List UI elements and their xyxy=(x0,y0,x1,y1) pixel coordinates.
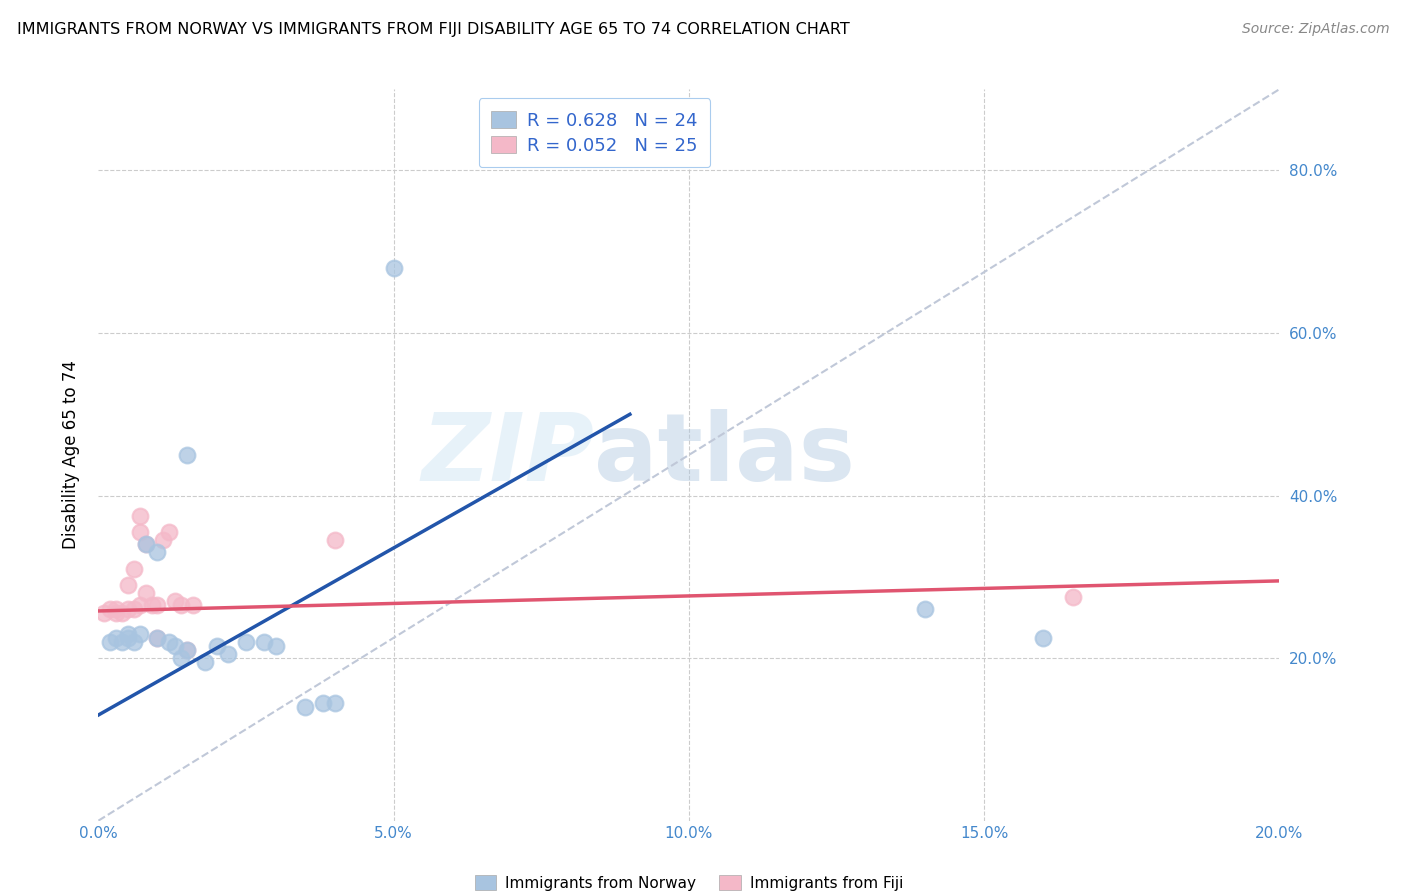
Point xyxy=(117,578,139,592)
Point xyxy=(117,602,139,616)
Point xyxy=(146,631,169,645)
Point xyxy=(128,599,150,613)
Point xyxy=(135,537,157,551)
Text: ZIP: ZIP xyxy=(422,409,595,501)
Point xyxy=(170,651,193,665)
Legend: Immigrants from Norway, Immigrants from Fiji: Immigrants from Norway, Immigrants from … xyxy=(468,870,910,892)
Point xyxy=(105,602,128,616)
Point xyxy=(122,562,145,576)
Point xyxy=(165,594,187,608)
Point xyxy=(914,602,936,616)
Point xyxy=(323,533,346,548)
Point xyxy=(122,635,145,649)
Point xyxy=(176,643,198,657)
Point xyxy=(294,699,316,714)
Text: IMMIGRANTS FROM NORWAY VS IMMIGRANTS FROM FIJI DISABILITY AGE 65 TO 74 CORRELATI: IMMIGRANTS FROM NORWAY VS IMMIGRANTS FRO… xyxy=(17,22,849,37)
Point xyxy=(205,639,228,653)
Point xyxy=(141,599,163,613)
Point xyxy=(105,607,128,621)
Text: Source: ZipAtlas.com: Source: ZipAtlas.com xyxy=(1241,22,1389,37)
Point xyxy=(98,602,121,616)
Point xyxy=(117,626,139,640)
Point xyxy=(382,260,405,275)
Point xyxy=(157,525,180,540)
Point xyxy=(105,631,128,645)
Point xyxy=(253,635,276,649)
Point xyxy=(128,626,150,640)
Point xyxy=(264,639,287,653)
Point xyxy=(176,448,198,462)
Point xyxy=(111,607,134,621)
Point xyxy=(146,631,169,645)
Point xyxy=(128,508,150,523)
Point xyxy=(146,545,169,559)
Point xyxy=(93,607,115,621)
Point xyxy=(152,533,174,548)
Point xyxy=(128,525,150,540)
Point xyxy=(170,599,193,613)
Point xyxy=(235,635,257,649)
Point xyxy=(135,537,157,551)
Y-axis label: Disability Age 65 to 74: Disability Age 65 to 74 xyxy=(62,360,80,549)
Text: atlas: atlas xyxy=(595,409,855,501)
Point xyxy=(135,586,157,600)
Point xyxy=(1062,590,1084,604)
Point xyxy=(176,643,198,657)
Point xyxy=(217,647,239,661)
Point xyxy=(181,599,204,613)
Point xyxy=(117,631,139,645)
Point xyxy=(146,599,169,613)
Point xyxy=(122,602,145,616)
Point xyxy=(157,635,180,649)
Point xyxy=(1032,631,1054,645)
Point xyxy=(111,635,134,649)
Point xyxy=(194,655,217,669)
Point xyxy=(165,639,187,653)
Point xyxy=(323,696,346,710)
Point xyxy=(98,635,121,649)
Point xyxy=(312,696,335,710)
